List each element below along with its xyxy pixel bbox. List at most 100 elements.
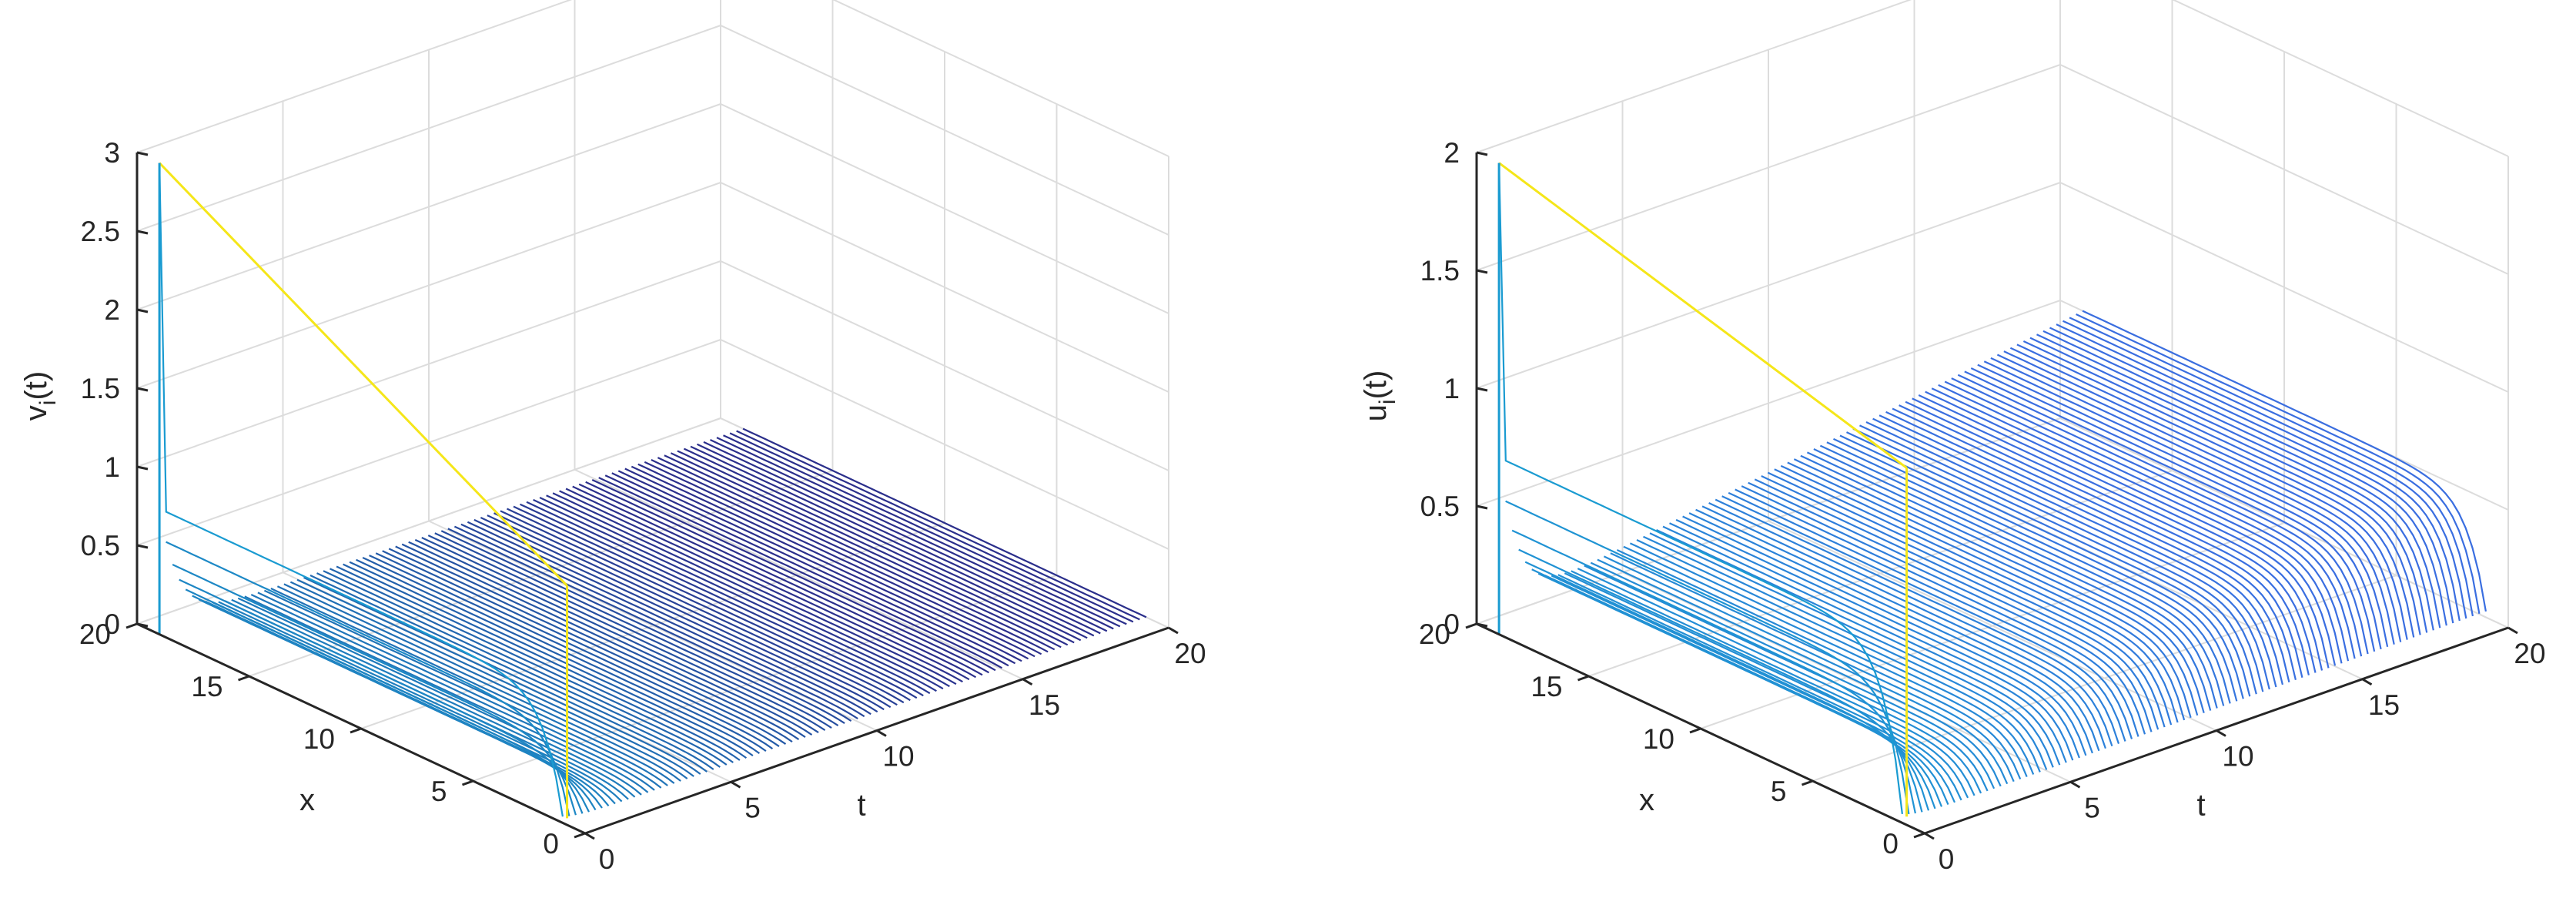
p1-z-tick-label: 0.5 [1420, 491, 1460, 522]
p0-z-tick [136, 465, 149, 471]
p0-mesh-curve [375, 552, 780, 748]
p0-mesh-curve [356, 558, 761, 755]
p1-mesh-curve [1675, 518, 2080, 759]
p1-mesh-curve [2082, 310, 2487, 612]
p1-mesh-curve [1721, 495, 2126, 742]
p0-mesh-curve [559, 490, 963, 683]
p0-t-tick-label: 0 [599, 843, 615, 875]
p0-grid-line [136, 0, 1169, 157]
p1-x-tick [1577, 675, 1590, 682]
p1-mesh-curve [1761, 475, 2166, 728]
p0-mesh-curve [507, 508, 911, 702]
p0-grid-line [428, 520, 878, 732]
p1-mesh-curve [1793, 458, 2199, 716]
p1-x-tick [1801, 779, 1814, 786]
p1-mesh-curve [1610, 552, 2015, 783]
p0-mesh-curve [369, 555, 774, 750]
p1-mesh-curve [1708, 502, 2113, 747]
p0-mesh-curve [343, 563, 748, 759]
p0-mesh-curve [723, 434, 1127, 625]
p0-mesh-curve [526, 501, 931, 695]
p1-mesh-curve [1767, 471, 2173, 726]
p1-mesh [1497, 162, 2487, 817]
p0-mesh-edge-high [159, 162, 568, 587]
p1-mesh-curve [1748, 481, 2153, 732]
p1-mesh-curve [1636, 539, 2041, 773]
p1-mesh-curve [1833, 437, 2238, 702]
p1-mesh-curve [1728, 491, 2133, 739]
p0-mesh-curve [276, 585, 681, 782]
p1-mesh-curve [1557, 574, 1962, 801]
p0-mesh-curve [401, 543, 806, 739]
p1-mesh-curve [1669, 522, 2074, 761]
p0-mesh-curve [434, 532, 839, 727]
p1-mesh-curve [1859, 424, 2264, 692]
p0-mesh-curve [192, 595, 597, 811]
p0-mesh-curve [578, 483, 983, 676]
p0-z-tick [136, 308, 149, 313]
p1-mesh-curve [1800, 454, 2205, 714]
p0-grid-line [136, 260, 1169, 471]
p1-mesh-curve [1865, 421, 2270, 690]
p1-mesh-curve [1944, 380, 2350, 662]
p0-z-tick-label: 2 [104, 294, 120, 326]
p0-z-axis-label-text: vi(t) [19, 371, 61, 421]
p0-mesh-curve [710, 439, 1114, 630]
p0-mesh-curve [670, 452, 1075, 644]
p0-mesh-curve [513, 505, 918, 699]
p1-mesh-curve [1846, 431, 2251, 697]
p1-mesh-curve [1996, 354, 2402, 642]
p0-mesh-curve [657, 457, 1062, 649]
p0-mesh-curve [316, 572, 721, 768]
p1-mesh-curve [1629, 542, 2035, 775]
p0-z-tick [136, 151, 149, 156]
p1-mesh-curve [1878, 414, 2283, 685]
p1-grid-line [1476, 181, 2509, 393]
p0-x-tick-label: 5 [431, 776, 447, 807]
p1-mesh-curve [1925, 390, 2330, 669]
p0-t-tick-label: 10 [882, 741, 914, 773]
p1-z-tick-label: 2 [1444, 137, 1460, 169]
p0-mesh-curve [408, 541, 813, 736]
p0-mesh-curve [453, 525, 858, 720]
p0-z-label-tail: (t) [19, 371, 53, 401]
p0-mesh-curve [270, 588, 675, 784]
p0-mesh-curve [598, 477, 1003, 669]
p1-mesh-curve [1603, 555, 2009, 785]
p1-z-axis-label-text: ui(t) [1359, 370, 1400, 422]
p0-mesh-curve [166, 541, 570, 816]
p0-mesh-curve [617, 470, 1022, 662]
p0-mesh-curve [460, 523, 865, 718]
p1-t-tick-label: 5 [2084, 792, 2100, 823]
p0-mesh-curve [323, 570, 728, 766]
p0-x-axis-label: x [299, 783, 315, 817]
p0-x-tick [125, 622, 138, 629]
p0-mesh-curve [440, 530, 845, 725]
p1-x-axis-label: x [1639, 783, 1654, 817]
p1-mesh-curve [1951, 377, 2356, 659]
p1-grid-line [1476, 0, 2509, 157]
p1-mesh-curve [2049, 327, 2454, 624]
p1-t-tick-label: 0 [1939, 843, 1955, 875]
p1-t-tick-label: 20 [2514, 638, 2545, 669]
p1-t-axis-label: t [2196, 789, 2205, 823]
p0-mesh-curve [493, 512, 898, 706]
p0-z-tick [136, 387, 149, 392]
p1-mesh-curve [1918, 394, 2323, 671]
p1-x-tick [1465, 622, 1477, 629]
p1-z-label-sub: i [1375, 399, 1400, 404]
p1-mesh-curve [2009, 347, 2415, 638]
p0-mesh-curve [263, 589, 668, 786]
p1-mesh-curve [2042, 330, 2447, 626]
p0-t-tick [1168, 626, 1179, 635]
p1-mesh-curve [1892, 407, 2297, 680]
p0-mesh-curve [736, 430, 1140, 621]
p0-mesh-curve [520, 503, 924, 697]
p0-x-tick [461, 779, 474, 786]
p1-t-tick [2216, 729, 2226, 737]
p0-mesh-curve [257, 592, 662, 789]
p0-mesh-curve [624, 468, 1029, 660]
p0-mesh-curve [330, 568, 734, 763]
